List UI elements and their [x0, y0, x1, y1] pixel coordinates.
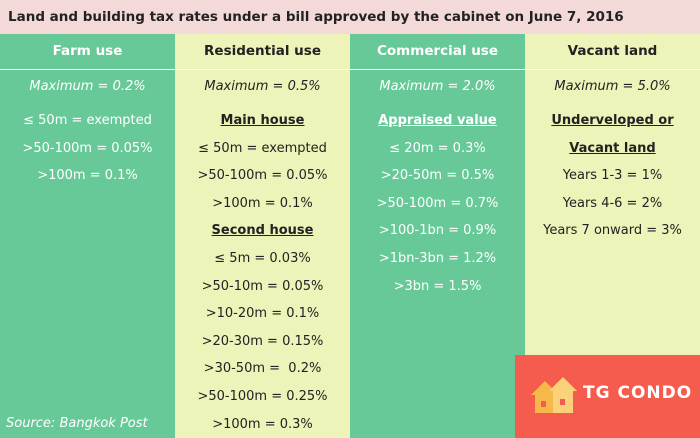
rate: >100m = 0.1% [37, 168, 138, 184]
rate: >50-100m = 0.05% [197, 168, 328, 184]
rate: ≤ 50m = exempted [23, 113, 152, 128]
maximum: Maximum = 0.5% [204, 79, 321, 94]
maximum: Maximum = 5.0% [554, 79, 671, 94]
rate: ≤ 5m = 0.03% [214, 251, 311, 266]
column: Commercial use Maximum = 2.0% Appraised va… [350, 34, 525, 438]
rate: >20-50m = 0.5% [380, 168, 495, 184]
rate: >50-100m = 0.05% [22, 140, 153, 156]
rate: Years 7 onward = 3% [543, 223, 682, 239]
subheading: Underveloped or [551, 113, 674, 128]
title: Land and building tax rates under a bill… [0, 0, 700, 34]
subheading: Appraised value [378, 113, 497, 128]
rate: >50-10m = 0.05% [201, 278, 324, 294]
column-header: Commercial use [350, 34, 525, 70]
column-header: Farm use [0, 34, 175, 70]
rate: Years 1-3 = 1% [562, 168, 663, 184]
logo-icon [531, 377, 577, 413]
source: Source: Bangkok Post [6, 416, 148, 431]
column: Residential use Maximum = 0.5% Main house ≤… [175, 34, 350, 438]
column-header: Residential use [175, 34, 350, 70]
rate: ≤ 20m = 0.3% [389, 140, 486, 156]
rate: >50-100m = 0.7% [376, 195, 499, 211]
logo-text: TG CONDO [583, 383, 693, 403]
column: Farm use Maximum = 0.2% ≤ 50m = exempted >5… [0, 34, 175, 438]
maximum: Maximum = 2.0% [379, 79, 496, 94]
rate: >100-1bn = 0.9% [378, 223, 497, 239]
rate: >100m = 0.1% [212, 195, 313, 211]
column-header: Vacant land [525, 34, 700, 70]
rate: >20-30m = 0.15% [201, 333, 324, 349]
subheading: Main house [220, 113, 305, 128]
maximum: Maximum = 0.2% [29, 79, 146, 94]
rate: >10-20m = 0.1% [205, 306, 320, 322]
logo: TG CONDO [515, 355, 700, 438]
rate: >1bn-3bn = 1.2% [378, 251, 497, 266]
rate: >100m = 0.3% [212, 416, 313, 432]
rate: ≤ 50m = exempted [198, 140, 327, 156]
rate: >50-100m = 0.25% [197, 389, 328, 404]
subheading: Second house [211, 223, 314, 239]
rate: Years 4-6 = 2% [562, 195, 663, 211]
rate: >30-50m = 0.2% [203, 361, 322, 377]
subheading: Vacant land [569, 140, 656, 156]
rate: >3bn = 1.5% [393, 278, 482, 294]
